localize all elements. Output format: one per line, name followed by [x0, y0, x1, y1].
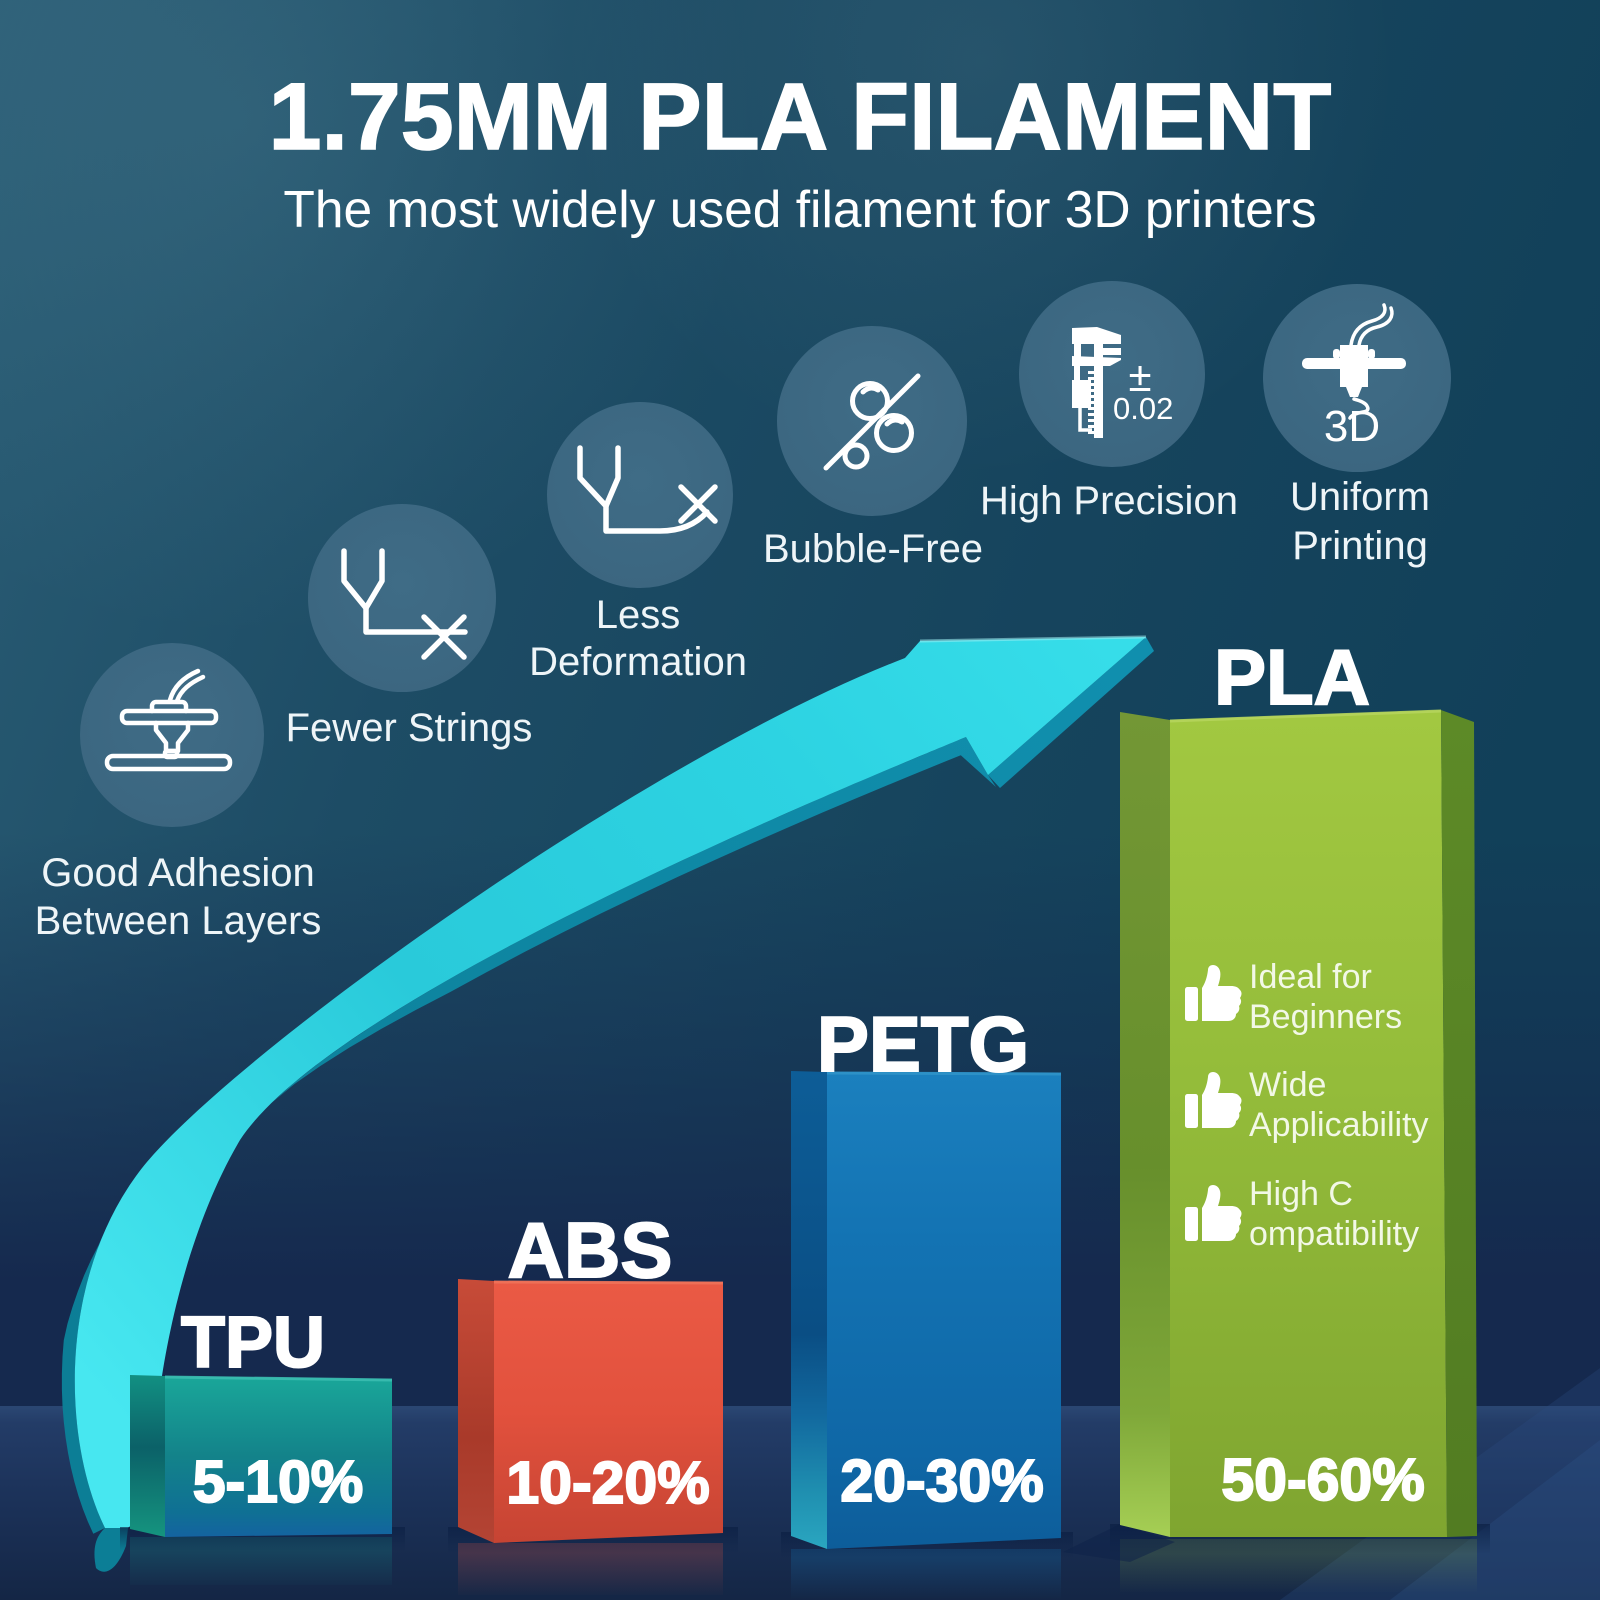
svg-text:Applicability: Applicability: [1249, 1106, 1429, 1144]
svg-text:The most widely used filament: The most widely used filament for 3D pri…: [283, 180, 1316, 238]
svg-text:Fewer Strings: Fewer Strings: [286, 706, 533, 750]
svg-text:Ideal for: Ideal for: [1249, 958, 1372, 996]
svg-text:Printing: Printing: [1292, 524, 1428, 568]
svg-text:TPU: TPU: [181, 1303, 325, 1383]
svg-text:Bubble-Free: Bubble-Free: [763, 527, 983, 571]
svg-text:High Precision: High Precision: [980, 479, 1238, 523]
svg-text:Less: Less: [596, 593, 681, 637]
svg-text:5-10%: 5-10%: [193, 1449, 364, 1515]
svg-text:Between Layers: Between Layers: [35, 899, 322, 943]
svg-text:ompatibility: ompatibility: [1249, 1215, 1419, 1253]
svg-text:PLA: PLA: [1214, 633, 1370, 721]
svg-text:1.75MM PLA FILAMENT: 1.75MM PLA FILAMENT: [269, 64, 1332, 170]
svg-text:Deformation: Deformation: [529, 640, 747, 684]
svg-text:3D: 3D: [1324, 402, 1380, 451]
svg-text:PETG: PETG: [817, 1000, 1029, 1088]
svg-text:Uniform: Uniform: [1290, 475, 1430, 519]
svg-text:ABS: ABS: [508, 1206, 673, 1294]
svg-text:10-20%: 10-20%: [506, 1450, 709, 1516]
svg-text:Good Adhesion: Good Adhesion: [41, 851, 315, 895]
svg-text:Wide: Wide: [1249, 1066, 1326, 1104]
svg-text:±: ±: [1128, 353, 1151, 400]
svg-text:20-30%: 20-30%: [840, 1448, 1043, 1514]
svg-text:Beginners: Beginners: [1249, 998, 1402, 1036]
svg-text:High C: High C: [1249, 1175, 1353, 1213]
svg-text:50-60%: 50-60%: [1221, 1447, 1424, 1513]
svg-text:0.02: 0.02: [1113, 391, 1173, 426]
